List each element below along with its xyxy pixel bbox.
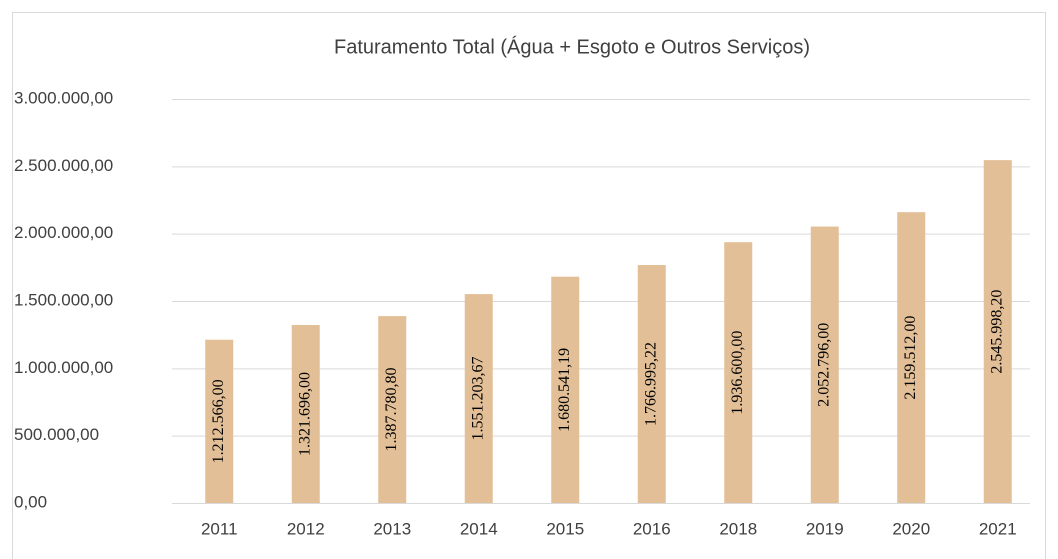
x-tick-label: 2016 [633,519,671,538]
chart-border [12,12,1046,559]
value-label: 2.052.796,00 [815,323,832,407]
bar [897,212,926,503]
y-tick-label: 2.500.000,00 [14,156,113,175]
x-tick-label: 2020 [892,519,930,538]
x-tick-label: 2019 [806,519,844,538]
value-label: 1.680.541,19 [556,348,573,432]
value-label: 2.545.998,20 [988,290,1005,374]
bar [378,316,407,503]
x-tick-label: 2011 [201,519,238,538]
bar [724,242,753,503]
y-tick-label: 2.000.000,00 [14,223,113,242]
x-tick-label: 2018 [719,519,757,538]
x-tick-label: 2012 [287,519,325,538]
value-label: 1.551.203,67 [469,357,486,441]
value-label: 1.387.780,80 [383,368,400,452]
value-label: 1.936.600,00 [729,331,746,415]
y-tick-label: 1.500.000,00 [14,290,113,309]
bar [205,339,234,503]
bar [291,325,320,503]
y-tick-label: 1.000.000,00 [14,358,113,377]
bar [464,294,493,503]
bar [983,160,1012,503]
bar [810,226,839,503]
x-tick-label: 2015 [546,519,584,538]
value-label: 1.766.995,22 [642,342,659,426]
bar [551,276,580,503]
x-tick-label: 2021 [979,519,1017,538]
y-tick-label: 500.000,00 [14,425,99,444]
bar [637,265,666,503]
value-label: 1.212.566,00 [210,379,227,463]
chart-title: Faturamento Total (Água + Esgoto e Outro… [334,35,810,58]
value-label: 1.321.696,00 [296,372,313,456]
value-label: 2.159.512,00 [902,316,919,400]
y-tick-label: 3.000.000,00 [14,88,113,107]
y-tick-label: 0,00 [14,492,47,511]
x-tick-label: 2014 [460,519,498,538]
x-tick-label: 2013 [373,519,411,538]
